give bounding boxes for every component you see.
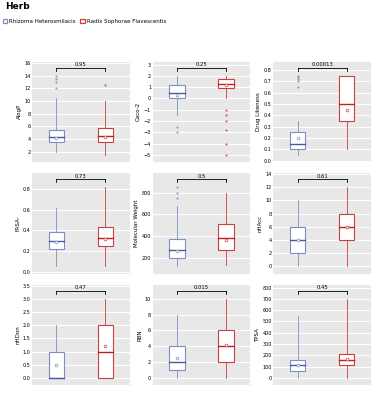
Text: 0.73: 0.73 bbox=[75, 174, 87, 178]
Y-axis label: Caco-2: Caco-2 bbox=[136, 102, 141, 122]
Text: 0.015: 0.015 bbox=[194, 285, 209, 290]
Bar bbox=[339, 214, 354, 240]
Y-axis label: AlogP: AlogP bbox=[17, 104, 22, 120]
Bar bbox=[218, 330, 234, 362]
Bar bbox=[339, 354, 354, 366]
Bar bbox=[49, 232, 64, 249]
Bar bbox=[49, 352, 64, 378]
Bar bbox=[218, 79, 234, 88]
Text: Herb: Herb bbox=[5, 2, 29, 11]
Bar bbox=[290, 360, 305, 371]
Y-axis label: nHDon: nHDon bbox=[15, 326, 20, 344]
Y-axis label: RBN: RBN bbox=[137, 329, 142, 340]
Bar bbox=[98, 227, 113, 246]
Text: 0.61: 0.61 bbox=[316, 174, 328, 178]
Bar bbox=[169, 85, 185, 98]
Text: 0.5: 0.5 bbox=[197, 174, 206, 178]
Text: 0.95: 0.95 bbox=[75, 62, 87, 67]
Text: 0.47: 0.47 bbox=[75, 285, 87, 290]
Bar bbox=[290, 132, 305, 149]
Text: 0.45: 0.45 bbox=[316, 285, 328, 290]
Y-axis label: TPSA: TPSA bbox=[255, 328, 259, 342]
Text: 0.25: 0.25 bbox=[196, 62, 207, 67]
Y-axis label: FASA-: FASA- bbox=[15, 216, 20, 231]
Bar bbox=[169, 346, 185, 370]
Y-axis label: Drug Likeness: Drug Likeness bbox=[256, 92, 261, 131]
Y-axis label: Molecular Weight: Molecular Weight bbox=[134, 200, 139, 247]
Bar bbox=[218, 224, 234, 250]
Legend: Rhizoma Heterosmilacis, Radix Sophorae Flavescentis: Rhizoma Heterosmilacis, Radix Sophorae F… bbox=[3, 19, 166, 24]
Y-axis label: nHAcc: nHAcc bbox=[258, 215, 263, 232]
Text: 0.00013: 0.00013 bbox=[311, 62, 333, 67]
Bar bbox=[98, 128, 113, 142]
Bar bbox=[339, 76, 354, 121]
Bar bbox=[290, 227, 305, 253]
Bar bbox=[98, 325, 113, 378]
Bar bbox=[169, 239, 185, 258]
Bar bbox=[49, 130, 64, 142]
